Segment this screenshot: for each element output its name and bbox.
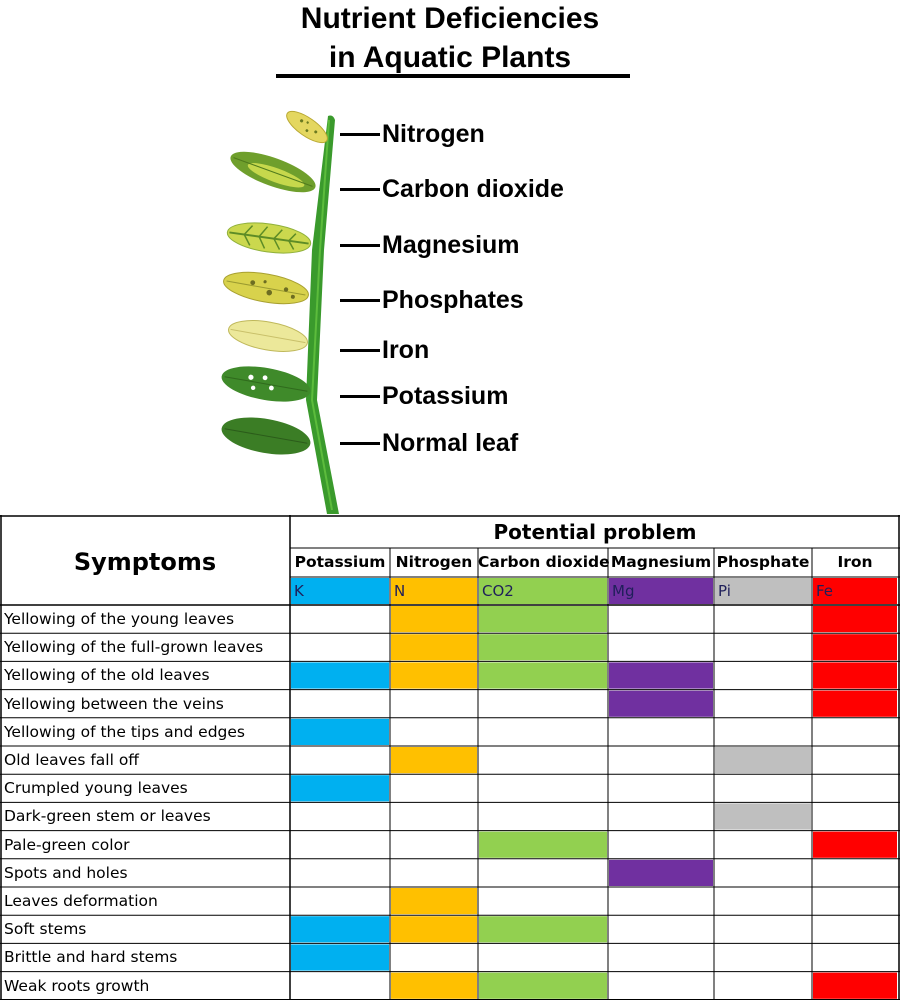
deficiency-mark — [391, 662, 477, 689]
leaf-carbon-dioxide — [230, 151, 316, 193]
symptom-label: Soft stems — [4, 920, 87, 939]
deficiency-mark — [715, 803, 811, 830]
deficiency-mark — [391, 972, 477, 999]
column-code: Mg — [612, 582, 635, 600]
deficiency-mark — [391, 747, 477, 774]
code-cell-fill — [479, 578, 607, 604]
leaf-iron — [228, 320, 308, 352]
symptom-label: Brittle and hard stems — [4, 948, 178, 967]
symptom-label: Yellowing of the old leaves — [4, 666, 210, 685]
deficiency-mark — [715, 747, 811, 774]
deficiency-mark — [813, 634, 897, 661]
label-text: Magnesium — [382, 231, 520, 259]
label-text: Phosphates — [382, 286, 524, 314]
deficiency-mark — [391, 888, 477, 915]
label-pointer — [340, 244, 380, 247]
potential-problem-header: Potential problem — [493, 520, 697, 544]
symptom-label: Yellowing of the young leaves — [4, 610, 235, 628]
label-text: Normal leaf — [382, 429, 519, 457]
deficiency-mark — [291, 916, 389, 943]
column-header: Phosphate — [716, 553, 810, 571]
deficiency-mark — [609, 690, 713, 717]
label-text: Potassium — [382, 382, 509, 410]
deficiency-mark — [291, 775, 389, 802]
deficiency-mark — [479, 972, 607, 999]
deficiency-mark — [291, 662, 389, 689]
label-text: Iron — [382, 336, 430, 364]
title-block: Nutrient Deficiencies in Aquatic Plants — [0, 0, 900, 90]
symptom-label: Spots and holes — [4, 863, 128, 882]
label-pointer — [340, 299, 380, 302]
page-title-line-1: Nutrient Deficiencies — [300, 2, 600, 35]
deficiency-mark — [291, 718, 389, 745]
column-header: Potassium — [294, 553, 386, 571]
leaf-magnesium — [226, 222, 312, 254]
symptom-label: Dark-green stem or leaves — [4, 807, 211, 826]
column-header: Nitrogen — [395, 553, 473, 571]
column-code: Pi — [718, 582, 731, 600]
deficiency-mark — [813, 972, 897, 999]
deficiency-mark — [813, 662, 897, 689]
label-pointer — [340, 442, 380, 445]
symptom-label: Weak roots growth — [4, 976, 150, 995]
label-pointer — [340, 395, 380, 398]
symptom-label: Old leaves fall off — [4, 751, 139, 769]
column-header: Magnesium — [610, 553, 712, 571]
deficiency-mark — [813, 606, 897, 633]
column-code: N — [394, 582, 406, 600]
column-code: CO2 — [482, 582, 514, 600]
label-pointer — [340, 188, 380, 191]
symptom-label: Yellowing of the tips and edges — [4, 722, 245, 741]
deficiency-mark — [609, 662, 713, 689]
column-code: K — [294, 582, 304, 600]
plant-illustration — [221, 110, 339, 514]
symptoms-table: Symptoms Potential problem Potassium K Nitro… — [0, 515, 900, 1000]
code-cell-fill — [609, 578, 713, 604]
deficiency-mark — [391, 606, 477, 633]
title-underline — [276, 74, 630, 78]
table-grid — [0, 515, 900, 1000]
deficiency-mark — [609, 859, 713, 886]
leaf-normal — [221, 417, 311, 455]
symptom-label: Pale-green color — [4, 835, 130, 854]
deficiency-mark — [391, 916, 477, 943]
deficiency-mark — [479, 606, 607, 633]
deficiency-mark — [813, 690, 897, 717]
label-text: Carbon dioxide — [382, 175, 564, 203]
column-code: Fe — [816, 582, 834, 600]
symptoms-header: Symptoms — [73, 548, 217, 576]
code-cell-fill — [715, 578, 811, 604]
code-cell-fill — [391, 578, 477, 604]
label-pointer — [340, 349, 380, 352]
symptom-label: Crumpled young leaves — [4, 779, 188, 798]
deficiency-mark — [479, 831, 607, 858]
label-text: Nitrogen — [382, 120, 485, 148]
deficiency-mark — [479, 916, 607, 943]
code-cell-fill — [813, 578, 897, 604]
symptom-label: Yellowing between the veins — [4, 694, 224, 713]
column-header: Carbon dioxide — [478, 553, 610, 571]
symptom-label: Leaves deformation — [4, 892, 158, 910]
deficiency-mark — [479, 634, 607, 661]
column-header: Iron — [837, 553, 873, 571]
deficiency-mark — [479, 662, 607, 689]
label-pointer — [340, 133, 380, 136]
leaf-phosphates — [223, 271, 309, 305]
code-cell-fill — [291, 578, 389, 604]
deficiency-mark — [291, 944, 389, 971]
leaf-nitrogen — [286, 110, 328, 144]
deficiency-mark — [813, 831, 897, 858]
leaf-potassium — [221, 366, 311, 402]
deficiency-mark — [391, 634, 477, 661]
symptom-label: Yellowing of the full-grown leaves — [4, 638, 264, 657]
page-title-line-2: in Aquatic Plants — [328, 41, 572, 74]
